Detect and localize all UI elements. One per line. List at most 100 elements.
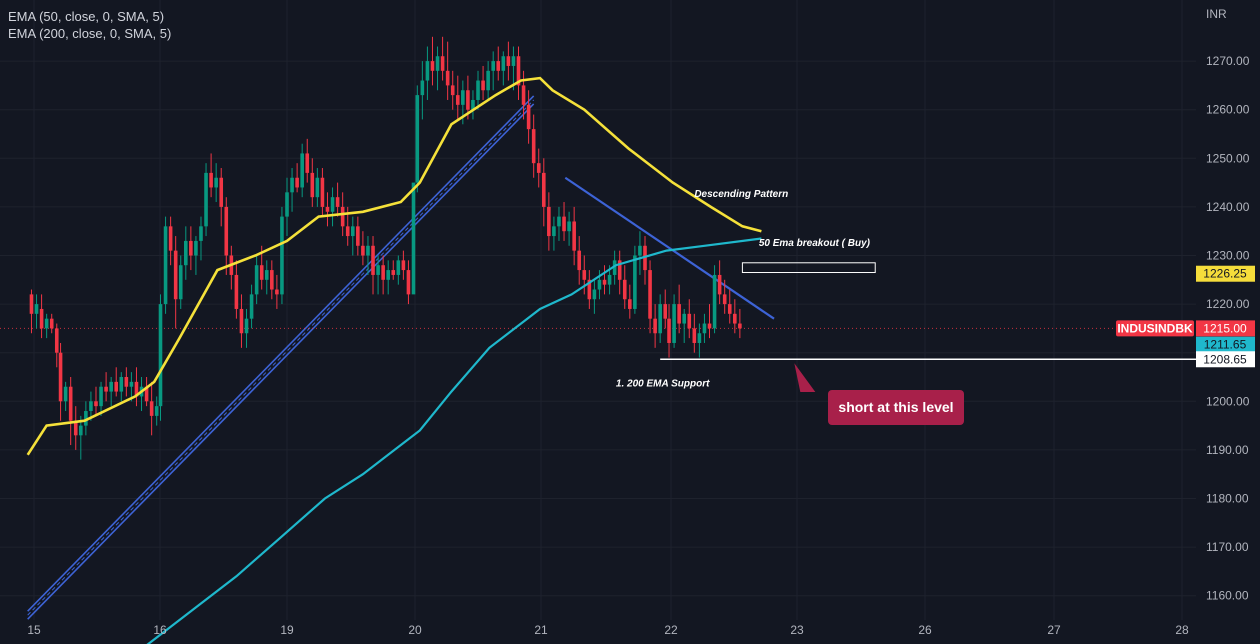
- candle-body: [84, 411, 88, 426]
- candle: [39, 294, 44, 339]
- candle: [109, 377, 113, 407]
- candle: [79, 415, 83, 460]
- candle-body: [330, 197, 335, 212]
- candle-body: [214, 177, 218, 188]
- candle: [119, 372, 124, 402]
- candle: [68, 377, 73, 446]
- candle: [481, 65, 485, 100]
- candle: [275, 274, 279, 309]
- candle-body: [628, 299, 632, 309]
- symbol-tag-text: INDUSINDBK: [1117, 321, 1193, 335]
- candle: [401, 250, 406, 280]
- descending-trendline[interactable]: [564, 176, 775, 320]
- candle-body: [562, 216, 566, 232]
- candle-body: [682, 313, 687, 324]
- price-axis[interactable]: INR 1160.00 1170.00 1180.00 1190.00 1200.00 1…: [1206, 7, 1250, 603]
- candle: [687, 299, 692, 339]
- candle: [163, 216, 168, 314]
- candle-body: [249, 294, 254, 319]
- candle-body: [34, 304, 39, 314]
- candle-body: [430, 61, 435, 71]
- price-tag: 1226.25: [1196, 265, 1255, 282]
- candle-body: [648, 270, 652, 319]
- candle: [229, 245, 234, 290]
- candle-body: [738, 323, 742, 329]
- time-axis[interactable]: 15 16 19 20 21 22 23 26 27 28: [27, 623, 1189, 637]
- candle-body: [658, 304, 662, 334]
- candle-body: [134, 381, 139, 397]
- ema50-legend[interactable]: EMA (50, close, 0, SMA, 5): [8, 9, 165, 24]
- price-tag: 1208.65: [1196, 351, 1255, 368]
- candle: [386, 260, 390, 295]
- candle: [617, 250, 622, 295]
- candle-body: [491, 61, 495, 71]
- candle: [396, 255, 401, 285]
- candle-body: [521, 85, 526, 105]
- candle-body: [607, 274, 612, 285]
- candle-body: [94, 401, 98, 407]
- candle: [63, 381, 68, 412]
- y-tick-label: 1220.00: [1206, 297, 1250, 311]
- ema200-legend[interactable]: EMA (200, close, 0, SMA, 5): [8, 26, 172, 41]
- candle: [471, 90, 475, 120]
- candle-body: [496, 61, 501, 71]
- candle: [547, 192, 551, 251]
- x-tick-label: 23: [790, 623, 804, 637]
- candle-body: [204, 172, 208, 227]
- trendlines[interactable]: [0, 95, 1196, 620]
- y-tick-label: 1200.00: [1206, 394, 1250, 408]
- candle-body: [461, 90, 465, 105]
- candle-body: [733, 313, 737, 324]
- candle-body: [381, 265, 385, 280]
- price-tag-text: 1211.65: [1204, 338, 1247, 352]
- ascending-trendline[interactable]: [27, 103, 535, 620]
- candle: [244, 308, 249, 348]
- breakout-box[interactable]: [741, 262, 876, 274]
- drawings[interactable]: Descending Pattern 50 Ema breakout ( Buy)…: [616, 189, 1196, 425]
- candle: [496, 46, 501, 81]
- candle: [310, 158, 315, 207]
- candle-body: [582, 270, 587, 280]
- short-callout[interactable]: short at this level: [794, 363, 964, 425]
- x-tick-label: 28: [1175, 623, 1189, 637]
- candle-body: [168, 226, 173, 251]
- candle: [325, 192, 330, 227]
- candle-body: [376, 265, 380, 275]
- candle-body: [415, 95, 420, 183]
- candle: [214, 163, 218, 203]
- callout-pointer: [794, 363, 816, 392]
- candle-body: [516, 56, 521, 86]
- candle: [58, 342, 63, 421]
- candle: [486, 61, 490, 100]
- candle-body: [300, 153, 304, 188]
- price-tag: INDUSINDBK 1215.00: [1116, 320, 1255, 337]
- candle-body: [476, 80, 480, 100]
- candle: [648, 260, 652, 334]
- candle-body: [481, 80, 485, 91]
- price-tag-box: [1196, 351, 1255, 368]
- candle-body: [335, 197, 340, 207]
- candle-body: [254, 265, 259, 295]
- candle-body: [68, 386, 73, 421]
- candle-body: [73, 420, 78, 436]
- short-callout-text: short at this level: [838, 399, 953, 415]
- ascending-trendline[interactable]: [27, 95, 535, 612]
- y-tick-label: 1160.00: [1206, 589, 1249, 603]
- candle-body: [526, 104, 531, 130]
- candle: [450, 70, 455, 110]
- candle-body: [178, 265, 183, 300]
- candle-body: [702, 323, 707, 334]
- candle-body: [697, 333, 702, 343]
- candle-body: [471, 99, 475, 110]
- y-tick-label: 1240.00: [1206, 200, 1250, 214]
- candle-body: [119, 377, 124, 392]
- candle: [697, 323, 702, 358]
- x-tick-label: 26: [918, 623, 932, 637]
- candle-body: [315, 177, 320, 198]
- candle: [582, 255, 587, 295]
- candle-body: [285, 192, 289, 217]
- ascending-trendline[interactable]: [27, 99, 535, 616]
- candle-body: [259, 265, 264, 280]
- candle: [290, 168, 294, 212]
